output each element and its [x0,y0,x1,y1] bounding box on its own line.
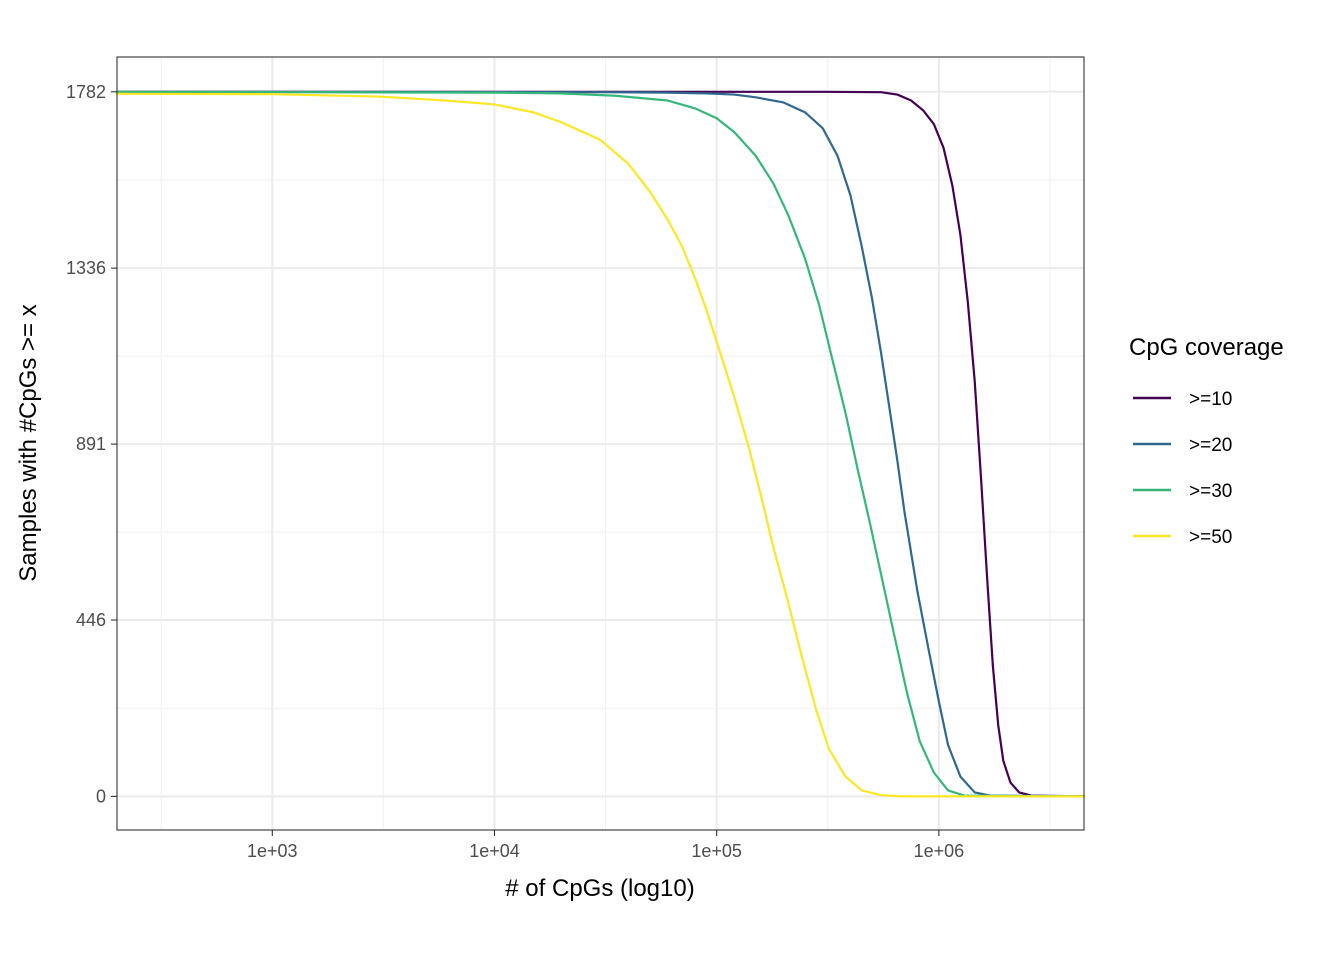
y-axis-title: Samples with #CpGs >= x [15,304,42,581]
y-axis: 0 446 891 1336 1782 [66,82,117,806]
x-axis-title: # of CpGs (log10) [505,875,694,902]
legend: CpG coverage >=10 >=20 >=30 >=50 [1129,334,1284,548]
y-tick-label: 1782 [66,82,106,102]
legend-label: >=20 [1189,435,1232,456]
y-tick-label: 891 [76,434,106,454]
legend-label: >=10 [1189,389,1232,410]
series-line-50 [115,92,1086,798]
y-tick-label: 446 [76,610,106,630]
plot-panel-border [116,56,1085,831]
legend-label: >=50 [1189,527,1232,548]
series-line-20 [115,90,1086,798]
x-tick-label: 1e+03 [247,841,298,861]
legend-label: >=30 [1189,481,1232,502]
x-tick-label: 1e+05 [691,841,742,861]
y-tick-label: 0 [96,786,106,806]
legend-title: CpG coverage [1129,334,1284,361]
x-tick-label: 1e+06 [914,841,965,861]
x-axis: 1e+03 1e+04 1e+05 1e+06 [247,830,964,861]
series-layer [115,90,1086,798]
x-tick-label: 1e+04 [469,841,520,861]
series-line-30 [115,90,1086,798]
series-line-10 [115,90,1086,798]
y-tick-label: 1336 [66,258,106,278]
